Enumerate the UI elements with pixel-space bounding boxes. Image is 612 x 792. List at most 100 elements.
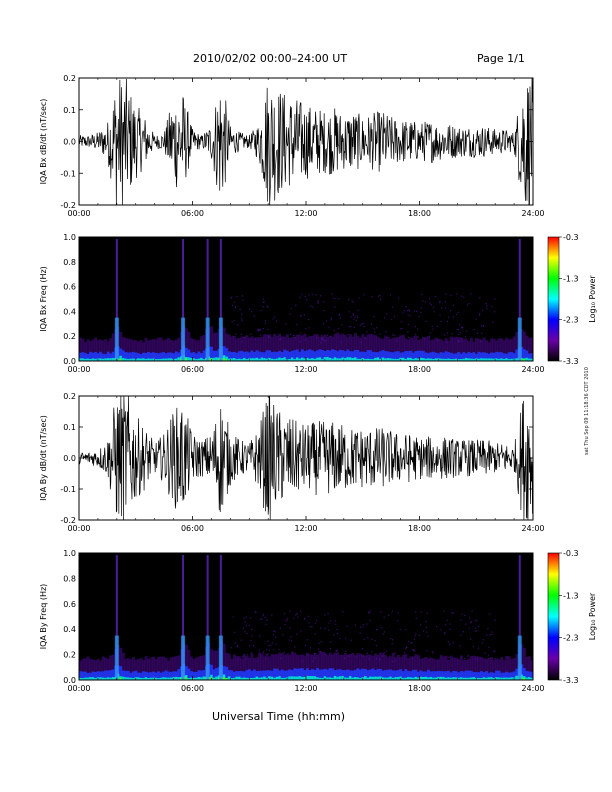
spectrum-speckle (436, 625, 438, 628)
spectrum-band (245, 677, 249, 680)
spectrum-speckle (486, 634, 488, 636)
spectrum-band (404, 669, 408, 680)
spectrum-band (308, 335, 312, 361)
spectrum-band (225, 678, 229, 680)
spectrum-band (81, 671, 85, 680)
spectrum-band (427, 658, 430, 680)
spectrum-band (457, 672, 461, 680)
spectrum-band (288, 669, 292, 680)
spectrum-band (396, 351, 400, 361)
spectrum-band (510, 351, 514, 361)
spectrum-band (283, 349, 287, 361)
burst-column (114, 635, 119, 680)
spectrum-speckle (424, 301, 426, 303)
spectrum-band (215, 357, 219, 361)
spectrum-band (129, 659, 133, 680)
x-tick-label: 24:00 (521, 365, 544, 374)
spectrum-band (374, 676, 378, 680)
y-tick-label: 0.0 (63, 676, 76, 685)
spectrum-band (119, 666, 123, 680)
spectrum-band (200, 353, 203, 361)
spectrum-band (154, 359, 158, 361)
spectrum-speckle (457, 311, 460, 313)
spectrum-band (167, 337, 171, 361)
spectrum-band (341, 670, 345, 680)
spectrum-band (515, 668, 519, 680)
spectrum-speckle (297, 616, 299, 618)
spectrum-band (242, 357, 246, 361)
spectrum-band (379, 669, 383, 680)
spectrum-band (232, 654, 236, 680)
spectrum-band (197, 351, 201, 361)
spectrum-band (164, 677, 168, 680)
spectrum-band (495, 677, 499, 680)
spectrum-speckle (493, 650, 495, 653)
spectrum-band (121, 676, 125, 680)
spectrum-band (225, 333, 229, 361)
spectrum-band (177, 357, 181, 361)
spectrum-band (454, 336, 458, 361)
spectrum-band (268, 676, 272, 680)
spectrum-band (109, 353, 113, 361)
spectrum-band (447, 340, 451, 361)
spectrum-band (215, 668, 219, 680)
spectrum-band (298, 334, 302, 361)
spectrum-speckle (368, 612, 370, 614)
spectrum-band (427, 677, 430, 680)
spectrum-speckle (258, 649, 260, 652)
spectrum-speckle (492, 321, 494, 323)
spectrum-speckle (334, 306, 336, 308)
spectrum-band (124, 670, 128, 680)
spectrum-speckle (251, 635, 253, 637)
spectrum-band (482, 672, 486, 680)
spectrum-band (326, 677, 330, 680)
spectrum-band (316, 350, 320, 361)
spectrum-band (212, 669, 216, 680)
spectrum-band (174, 351, 178, 361)
spectrum-speckle (288, 639, 290, 641)
spectrum-speckle (362, 623, 364, 626)
spectrum-band (273, 677, 277, 680)
spectrum-speckle (422, 300, 424, 302)
spectrum-band (237, 676, 241, 680)
burst-column (218, 317, 223, 361)
spectrum-band (434, 659, 438, 680)
spectrum-band (152, 656, 156, 680)
spectrum-band (139, 677, 143, 680)
spectrum-speckle (306, 639, 309, 641)
spectrum-band (341, 350, 345, 361)
spectrum-band (530, 671, 534, 680)
spectrum-band (422, 676, 425, 680)
spectrum-band (369, 669, 372, 680)
spectrum-band (495, 658, 499, 680)
spectrum-band (351, 670, 355, 680)
y-tick-label: 0.4 (63, 625, 76, 634)
spectrum-band (434, 677, 438, 680)
spectrum-speckle (311, 306, 314, 308)
spectrum-band (300, 676, 304, 680)
spectrum-band (401, 352, 405, 361)
spectrum-band (406, 351, 410, 361)
y-tick-label: 1.0 (63, 549, 76, 558)
spectrum-speckle (257, 328, 259, 330)
spectrum-band (306, 357, 309, 361)
spectrum-band (490, 657, 494, 680)
spectrum-band (477, 358, 481, 361)
spectrum-band (263, 676, 267, 680)
spectrum-speckle (470, 622, 472, 624)
spectrum-band (472, 352, 476, 361)
burst-column (218, 635, 223, 680)
spectrum-band (303, 655, 307, 680)
spectrum-band (386, 336, 390, 361)
spectrum-speckle (470, 293, 472, 295)
spectrum-speckle (360, 341, 362, 344)
spectrum-band (306, 668, 309, 680)
spectrum-band (346, 669, 350, 680)
spectrum-speckle (452, 612, 454, 614)
spectrum-band (414, 676, 418, 680)
spectrum-speckle (400, 320, 403, 323)
spectrum-band (245, 359, 249, 361)
spectrum-speckle (320, 342, 322, 344)
spectrum-band (510, 358, 514, 361)
burst-column (114, 317, 119, 361)
